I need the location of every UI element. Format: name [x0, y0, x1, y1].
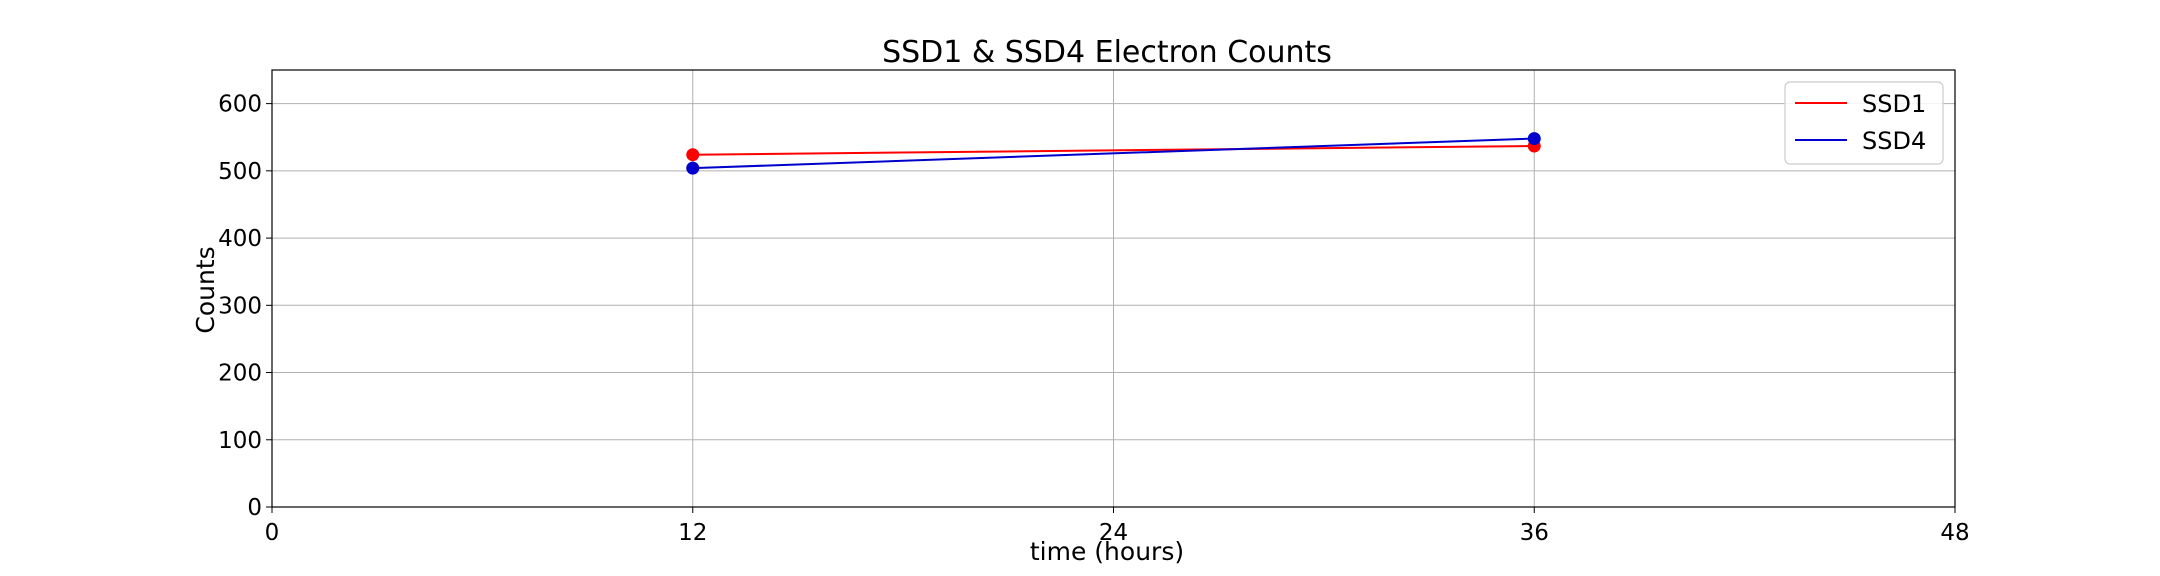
x-tick-label: 12 — [678, 520, 707, 546]
x-tick-label: 24 — [1099, 520, 1128, 546]
legend-label-ssd1: SSD1 — [1862, 90, 1926, 118]
x-tick-label: 0 — [265, 520, 280, 546]
data-point-ssd4 — [686, 161, 700, 175]
y-tick-label: 500 — [218, 159, 262, 185]
y-tick-label: 400 — [218, 226, 262, 252]
x-axis-label: time (hours) — [1030, 537, 1184, 566]
x-tick-label: 36 — [1520, 520, 1549, 546]
data-point-ssd4 — [1527, 132, 1541, 146]
y-tick-label: 200 — [218, 361, 262, 387]
y-tick-label: 100 — [218, 428, 262, 454]
y-tick-label: 600 — [218, 92, 262, 118]
series-layer — [686, 132, 1541, 175]
series-line-ssd1 — [692, 144, 1535, 156]
series-line-ssd4 — [692, 137, 1535, 170]
y-tick-label: 300 — [218, 293, 262, 319]
chart-title: SSD1 & SSD4 Electron Counts — [882, 35, 1332, 70]
legend-label-ssd4: SSD4 — [1862, 127, 1926, 155]
legend: SSD1 SSD4 — [1784, 81, 1944, 165]
grid — [271, 70, 1956, 508]
data-point-ssd1 — [686, 148, 700, 162]
x-tick-label: 48 — [1940, 520, 1969, 546]
tick-labels: 0 12 24 36 48 0 100 200 300 400 500 600 — [218, 92, 1970, 546]
y-axis-label: Counts — [191, 246, 220, 333]
y-tick-label: 0 — [247, 495, 262, 521]
